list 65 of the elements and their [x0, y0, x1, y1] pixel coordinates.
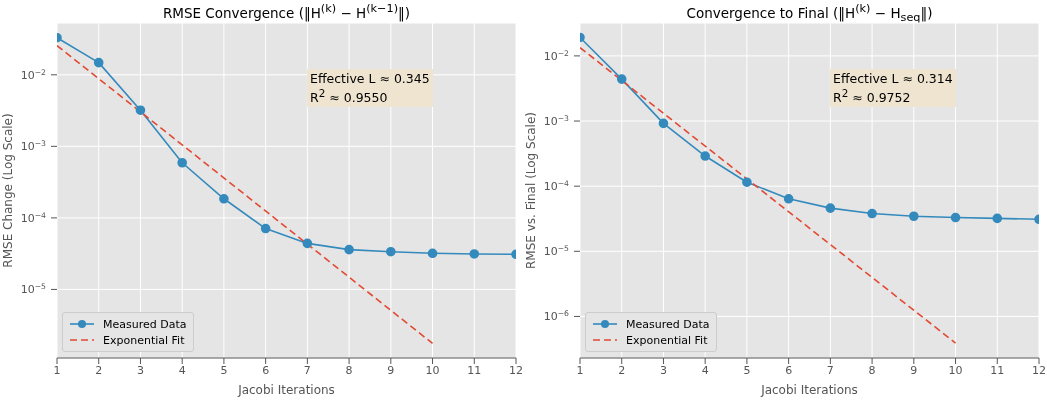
x-tick-label: 1 [53, 363, 61, 377]
point [783, 193, 794, 204]
point [302, 238, 313, 249]
point [219, 193, 229, 204]
x-tick-label: 6 [785, 363, 793, 377]
y-tick-label: 10$^{−3}$ [543, 113, 570, 129]
x-tick-label: 11 [990, 363, 1005, 377]
x-tick-label: 4 [178, 363, 186, 377]
x-axis-title: Jacobi Iterations [237, 383, 335, 397]
x-tick-label: 1 [576, 363, 584, 377]
point [742, 177, 752, 188]
chart-title: RMSE Convergence (‖H$^{(k)}$ − H$^{(k−1)}$‖) [161, 2, 412, 21]
x-tick-label: 7 [303, 363, 311, 377]
y-tick-label: 10$^{−6}$ [543, 308, 570, 324]
x-tick-label: 5 [743, 363, 751, 377]
y-axis-title: RMSE Change (Log Scale) [1, 113, 16, 268]
point [950, 212, 961, 223]
x-axis-title: Jacobi Iterations [760, 383, 858, 397]
point [992, 213, 1003, 224]
y-tick-label: 10$^{−2}$ [543, 48, 570, 63]
y-tick-label: 10$^{−5}$ [20, 281, 47, 297]
y-axis-title: RMSE vs. Final (Log Scale) [524, 111, 539, 270]
point [386, 246, 396, 257]
x-tick-label: 12 [1032, 363, 1046, 377]
point [93, 57, 104, 68]
point [469, 249, 480, 259]
legend-label: Exponential Fit [626, 333, 708, 347]
point [344, 244, 354, 255]
x-tick-label: 9 [910, 363, 918, 377]
legend-label: Exponential Fit [103, 333, 185, 347]
y-tick-label: 10$^{−4}$ [543, 178, 570, 194]
x-tick-label: 4 [701, 363, 709, 377]
y-tick-label: 10$^{−4}$ [20, 210, 47, 225]
chart-title: Convergence to Final (‖H$^{(k)}$ − H$_{seq}$‖) [685, 2, 934, 25]
x-tick-label: 2 [618, 363, 626, 377]
point [867, 208, 877, 219]
x-tick-label: 10 [948, 363, 963, 377]
point [177, 157, 187, 168]
x-tick-label: 8 [345, 363, 353, 377]
x-tick-label: 8 [868, 363, 876, 377]
point [427, 248, 438, 259]
x-tick-label: 7 [826, 363, 834, 377]
x-tick-label: 2 [95, 363, 103, 377]
y-tick-label: 10$^{−2}$ [20, 67, 47, 82]
x-tick-label: 12 [509, 363, 523, 377]
y-tick-label: 10$^{−5}$ [543, 243, 570, 259]
x-tick-label: 6 [262, 363, 270, 377]
point [700, 151, 710, 161]
x-tick-label: 5 [220, 363, 228, 377]
annotation: Effective L ≈ 0.314 R$^{2}$ ≈ 0.9752 [833, 71, 953, 106]
point [825, 203, 836, 213]
x-tick-label: 3 [136, 363, 144, 377]
x-tick-label: 11 [467, 363, 482, 377]
point [909, 211, 919, 222]
x-tick-label: 9 [387, 363, 395, 377]
x-tick-label: 10 [425, 363, 440, 377]
y-tick-label: 10$^{−3}$ [20, 138, 47, 154]
annotation: Effective L ≈ 0.345 R$^{2}$ ≈ 0.9550 [310, 71, 430, 106]
legend-label: Measured Data [103, 317, 187, 331]
point [658, 118, 669, 129]
x-tick-label: 3 [659, 363, 667, 377]
point [135, 105, 146, 116]
point [616, 74, 627, 84]
legend-label: Measured Data [626, 317, 710, 331]
point [260, 223, 271, 234]
